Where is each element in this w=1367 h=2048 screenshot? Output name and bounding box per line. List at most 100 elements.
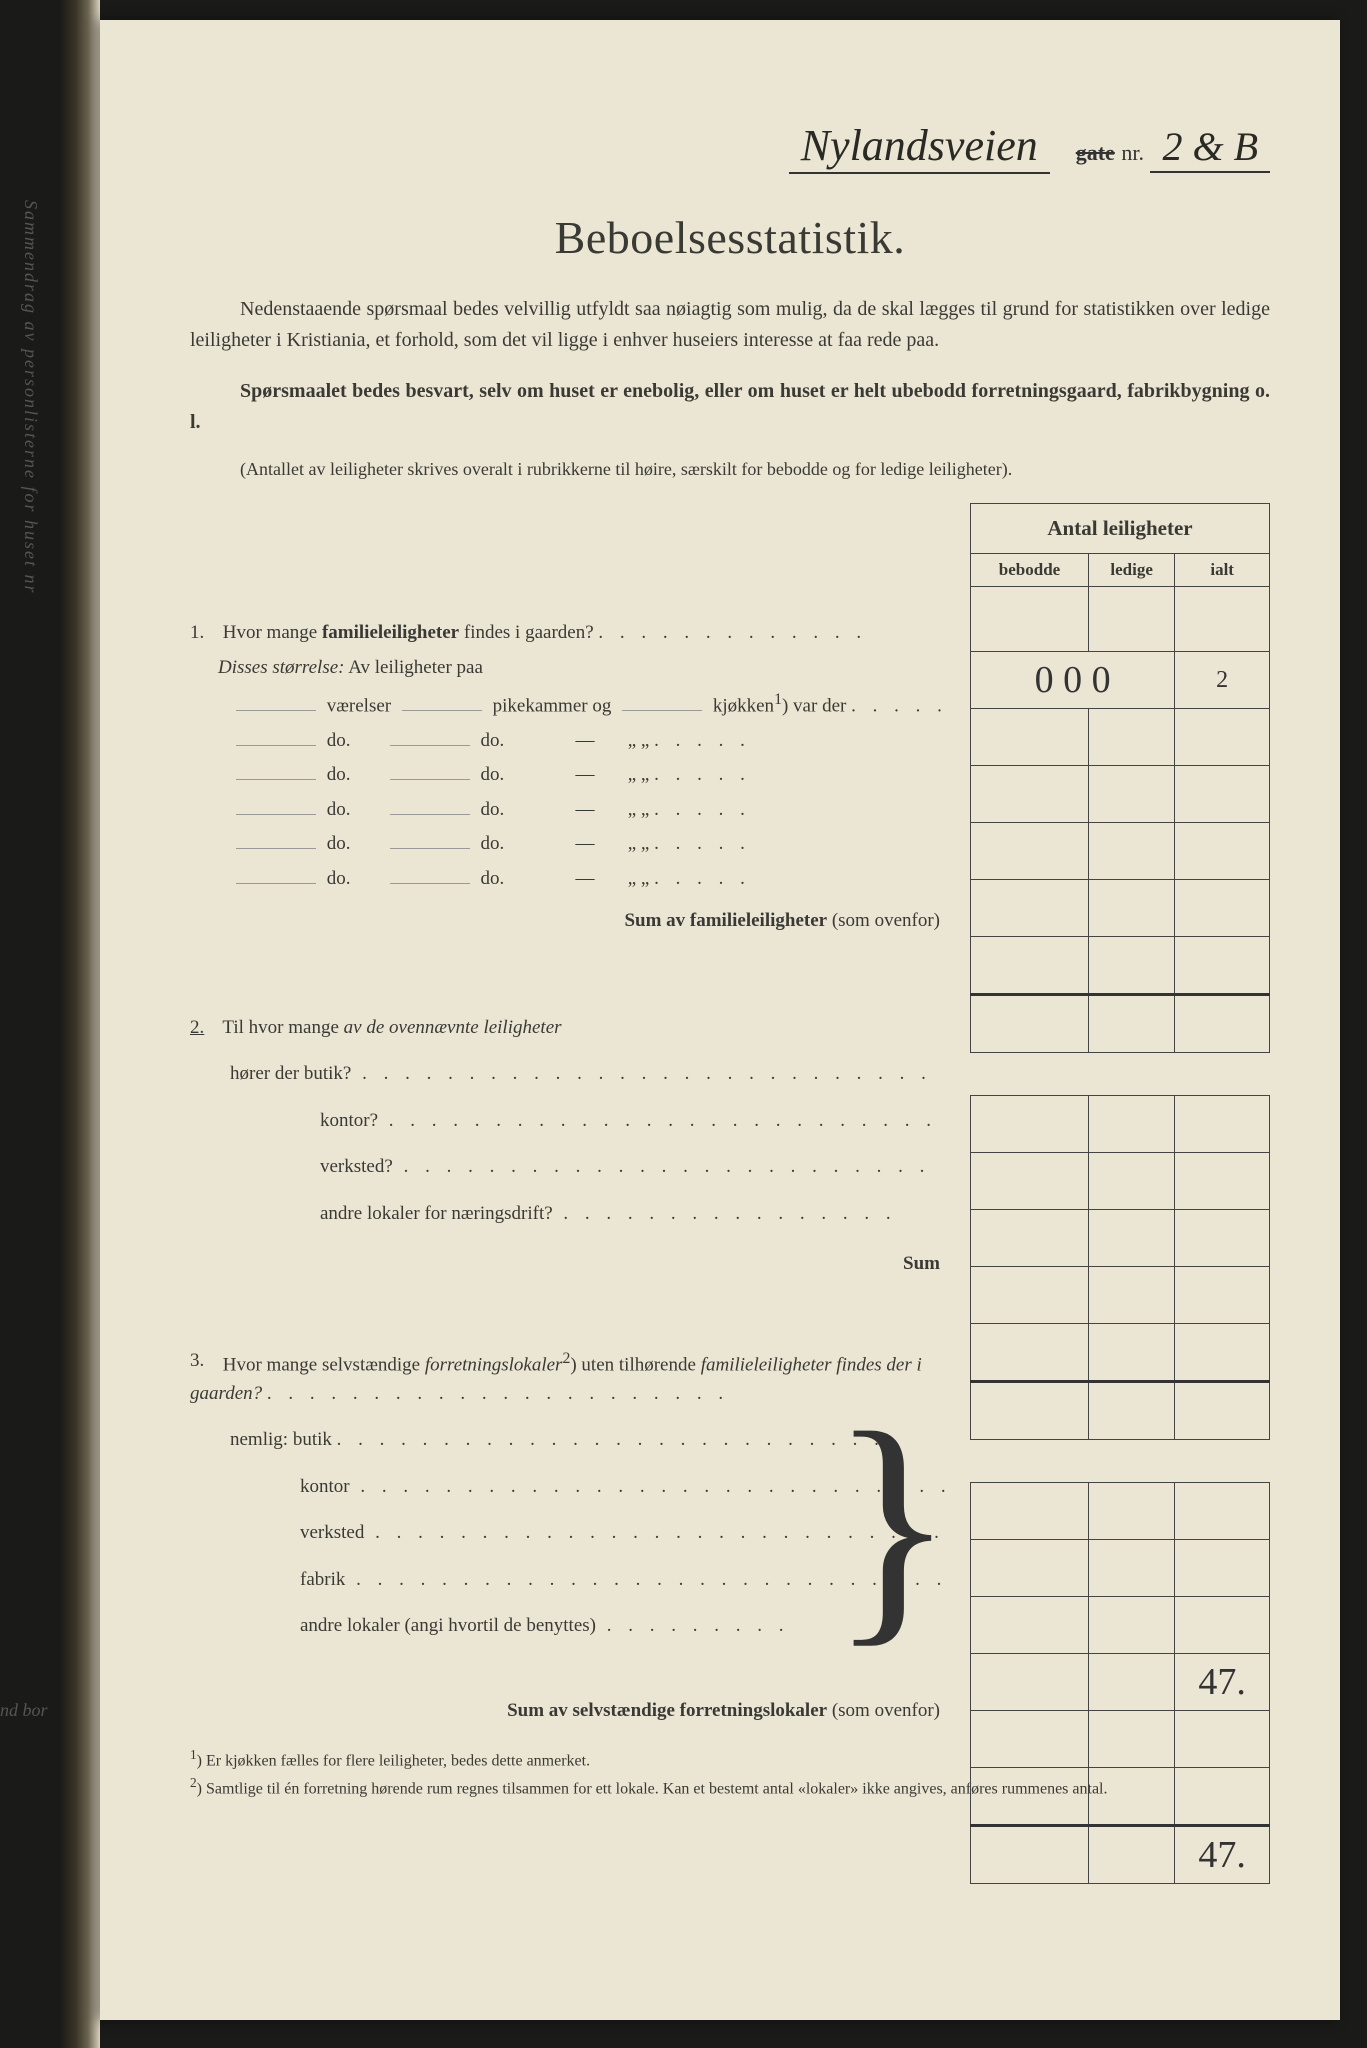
q3-i3: verksted	[300, 1522, 364, 1543]
do: do.	[481, 764, 505, 785]
q1-a: Hvor mange	[223, 622, 322, 643]
q3-block: 3. Hvor mange selvstændige forretningslo…	[190, 1347, 940, 1641]
q2-butik: hører der butik? . . . . . . . . . . . .…	[230, 1060, 940, 1089]
intro-para-1: Nedenstaaende spørsmaal bedes velvillig …	[190, 294, 1270, 356]
street-name-handwritten: Nylandsveien	[789, 121, 1050, 174]
cell-sum	[971, 995, 1089, 1053]
cell	[971, 1711, 1089, 1768]
cell	[1175, 880, 1270, 937]
dots: . . . . .	[654, 764, 751, 785]
dots: . . . . . . . . . . . . . . . . . . . . …	[393, 1156, 931, 1177]
fn1-text: ) Er kjøkken fælles for flere leilighete…	[197, 1752, 590, 1769]
col-ledige: ledige	[1089, 554, 1175, 587]
ditto: „ „	[628, 730, 650, 751]
gap	[971, 1053, 1270, 1096]
cell	[971, 587, 1089, 652]
intro-para-2: Spørsmaalet bedes besvart, selv om huset…	[190, 376, 1270, 438]
dash: —	[576, 730, 595, 751]
cell	[1089, 1210, 1175, 1267]
col-c: kjøkken	[713, 695, 774, 716]
cell	[1175, 1267, 1270, 1324]
cell-hw: 2	[1175, 652, 1270, 709]
q3-a: Hvor mange selvstændige	[223, 1354, 425, 1375]
dots: . . . . .	[654, 730, 751, 751]
cell	[1089, 880, 1175, 937]
dash: —	[576, 833, 595, 854]
q2-andre: andre lokaler for næringsdrift? . . . . …	[320, 1200, 940, 1229]
q2-sum-label: Sum	[903, 1253, 940, 1274]
col-bebodde: bebodde	[971, 554, 1089, 587]
q2-b: hører der butik?	[230, 1063, 351, 1084]
cell	[1089, 1153, 1175, 1210]
q3-sum: Sum av selvstændige forretningslokaler (…	[190, 1697, 940, 1726]
q1-disses-label: Disses størrelse:	[218, 657, 345, 678]
intro-text-2: Spørsmaalet bedes besvart, selv om huset…	[190, 380, 1270, 433]
do: do.	[481, 730, 505, 751]
dash: —	[576, 764, 595, 785]
do: do.	[327, 730, 351, 751]
nemlig: nemlig:	[230, 1429, 288, 1450]
q2-verksted: verksted? . . . . . . . . . . . . . . . …	[320, 1153, 940, 1182]
cell	[1175, 1324, 1270, 1382]
hw-47: 47.	[1198, 1661, 1246, 1703]
dots: . . . . . . . . . . . . .	[598, 622, 867, 643]
dots: . . . . . . . . . . . . . . . . . . . . …	[351, 1063, 932, 1084]
q3-sum-note: (som ovenfor)	[827, 1700, 940, 1721]
cell	[1175, 1210, 1270, 1267]
cell	[971, 1597, 1089, 1654]
dots: . . . . .	[654, 833, 751, 854]
q2-d: verksted?	[320, 1156, 393, 1177]
cell	[1175, 709, 1270, 766]
do: do.	[327, 868, 351, 889]
q2-kontor: kontor? . . . . . . . . . . . . . . . . …	[320, 1107, 940, 1136]
gate-label-struck: gate	[1076, 140, 1115, 165]
q3-it: forretningslokaler	[425, 1354, 563, 1375]
q3-i4: fabrik	[300, 1569, 345, 1590]
margin-vertical-text: Sammendrag av personlisterne for huset n…	[20, 200, 41, 594]
q3-b: ) uten tilhørende	[570, 1354, 700, 1375]
cell	[1175, 1153, 1270, 1210]
q1-do-row: do. do. — „ „ . . . . .	[230, 830, 940, 859]
cell-sum	[1089, 1826, 1175, 1884]
q2-a: Til hvor mange	[222, 1017, 343, 1038]
q1-bold: familieleiligheter	[322, 622, 459, 643]
questions-body: 1. Hvor mange familieleiligheter findes …	[190, 503, 940, 1725]
cell	[1089, 823, 1175, 880]
hw-2: 2	[1216, 667, 1228, 693]
cell	[971, 766, 1089, 823]
intro-text-1: Nedenstaaende spørsmaal bedes velvillig …	[190, 298, 1270, 351]
cell	[1089, 1597, 1175, 1654]
q3-i5: andre lokaler (angi hvortil de benyttes)	[300, 1615, 596, 1636]
q2-num: 2.	[190, 1014, 218, 1043]
dash: —	[576, 868, 595, 889]
cell	[1089, 1267, 1175, 1324]
dots: . . . . .	[851, 695, 948, 716]
q1-sum: Sum av familieleiligheter (som ovenfor)	[190, 907, 940, 936]
q2-italic: av de ovennævnte leiligheter	[344, 1017, 562, 1038]
cell	[1089, 587, 1175, 652]
cell	[1175, 1597, 1270, 1654]
dots: . . . . . . . . . . . . . . . . . . . . …	[337, 1429, 885, 1450]
table-header-main: Antal leiligheter	[971, 504, 1270, 554]
cell	[1175, 1483, 1270, 1540]
cell	[1175, 1768, 1270, 1826]
q1-disses: Disses størrelse: Av leiligheter paa	[218, 654, 940, 683]
cell	[1089, 1654, 1175, 1711]
ditto: „ „	[628, 833, 650, 854]
cell	[971, 1267, 1089, 1324]
page-title: Beboelsesstatistik.	[190, 211, 1270, 264]
intro-text-3: (Antallet av leiligheter skrives overalt…	[240, 459, 1012, 479]
cell	[1089, 1483, 1175, 1540]
dash: —	[576, 799, 595, 820]
cell-hw: 0 0 0	[971, 652, 1175, 709]
hw-47-sum: 47.	[1198, 1834, 1246, 1876]
curly-brace-icon: }	[830, 1407, 955, 1641]
sup1: 1	[774, 691, 782, 708]
header-line: Nylandsveien gate nr. 2 & B	[190, 120, 1270, 171]
q3-line1: 3. Hvor mange selvstændige forretningslo…	[190, 1347, 940, 1408]
house-number-handwritten: 2 & B	[1150, 124, 1270, 173]
cell	[1089, 1540, 1175, 1597]
q3-num: 3.	[190, 1347, 218, 1376]
cell	[1175, 1096, 1270, 1153]
do: do.	[481, 833, 505, 854]
